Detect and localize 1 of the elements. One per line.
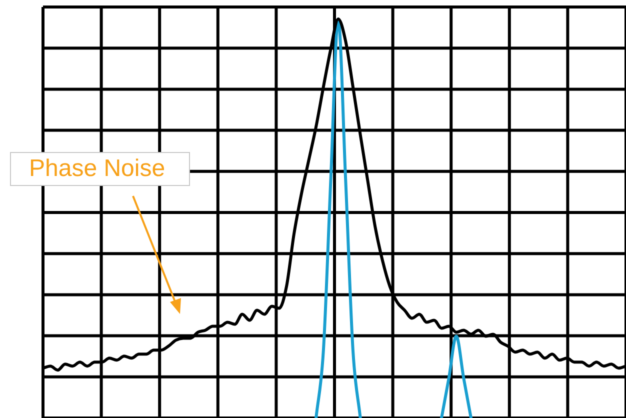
annotation: Phase Noise — [10, 152, 190, 186]
